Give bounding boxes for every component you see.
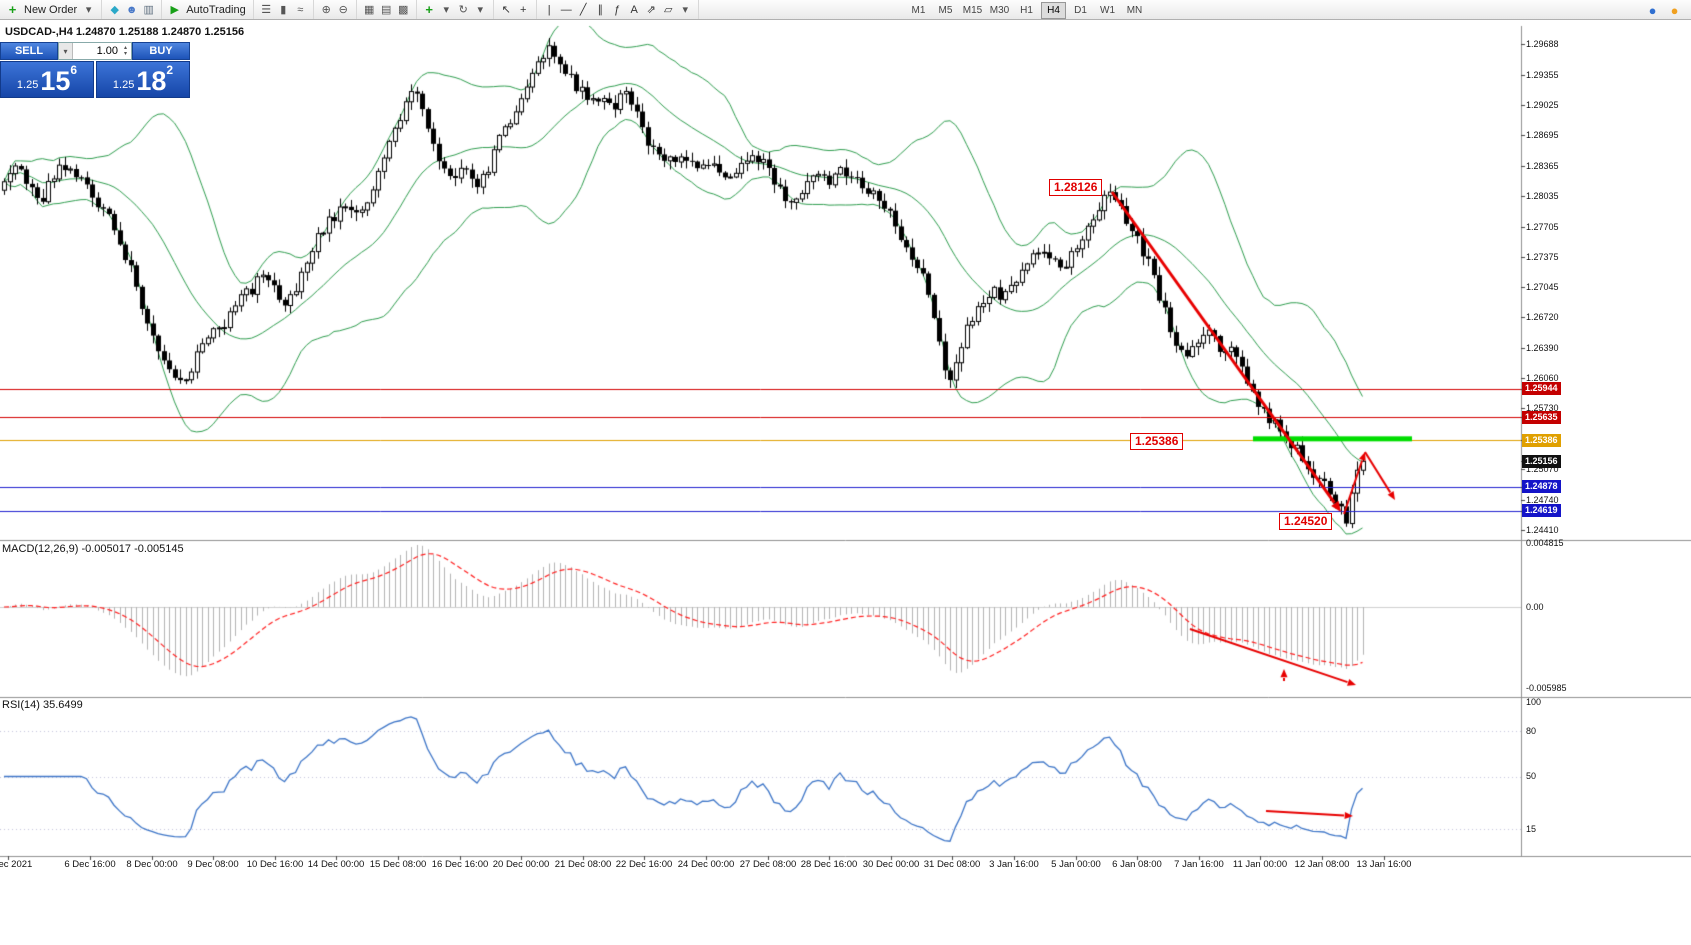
cursor-icon[interactable]: ↖ xyxy=(501,4,511,16)
charts-icon[interactable]: ▥ xyxy=(143,4,154,16)
toolbar-group: + New Order ▾ xyxy=(0,0,103,19)
volume-stepper[interactable]: ▴ ▾ xyxy=(120,45,131,57)
equidistant-channel-icon[interactable]: ∥ xyxy=(597,4,603,16)
indicators-dropdown-icon[interactable]: ▾ xyxy=(443,4,449,16)
bar-chart-icon[interactable]: ☰ xyxy=(261,4,272,16)
tile-windows-icon[interactable]: ▦ xyxy=(364,4,375,16)
sell-price-button[interactable]: 1.25 15 6 xyxy=(0,61,94,98)
sell-price-big: 15 xyxy=(40,66,71,96)
timeframe-button-D1[interactable]: D1 xyxy=(1074,4,1087,16)
sell-price-sup: 6 xyxy=(70,63,78,77)
fibonacci-icon[interactable]: ƒ xyxy=(614,3,621,16)
toolbar-group: ☰ ▮ ≈ xyxy=(254,0,314,19)
toolbar-group: ▦ ▤ ▩ xyxy=(357,0,417,19)
horizontal-line-icon[interactable]: — xyxy=(560,3,572,16)
vertical-line-icon[interactable]: | xyxy=(547,3,551,16)
buy-button[interactable]: BUY xyxy=(132,42,190,60)
trendline-icon[interactable]: ╱ xyxy=(579,4,587,16)
stepper-up-icon[interactable]: ▴ xyxy=(123,45,127,51)
sell-button[interactable]: SELL xyxy=(0,42,58,60)
cycles-icon[interactable]: ↻ xyxy=(458,4,468,16)
timeframe-button-H1[interactable]: H1 xyxy=(1020,4,1033,16)
autotrading-icon[interactable]: ▶ xyxy=(170,4,179,16)
autotrading-button[interactable]: AutoTrading xyxy=(186,3,246,16)
arrows-icon[interactable]: ⇗ xyxy=(646,4,656,16)
toolbar-group: ↖ + xyxy=(494,0,537,19)
community-icon[interactable]: ● xyxy=(1648,2,1657,18)
buy-price-button[interactable]: 1.25 18 2 xyxy=(96,61,190,98)
toolbar-group: + ▾ ↻ ▾ xyxy=(417,0,494,19)
timeframe-button-M30[interactable]: M30 xyxy=(989,4,1010,16)
objects-dropdown-icon[interactable]: ▾ xyxy=(682,4,688,16)
sell-price-base: 1.25 xyxy=(16,79,39,91)
chart-plus-icon[interactable]: + xyxy=(8,2,17,17)
toolbar-group: ▶ AutoTrading xyxy=(162,0,254,19)
buy-price-big: 18 xyxy=(136,66,167,96)
stepper-down-icon[interactable]: ▾ xyxy=(123,51,127,57)
buy-price-base: 1.25 xyxy=(112,79,135,91)
volume-field[interactable]: ▾ 1.00 ▴ ▾ xyxy=(58,42,132,60)
timeframe-button-H4[interactable]: H4 xyxy=(1041,1,1066,19)
timeframe-button-M15[interactable]: M15 xyxy=(962,4,983,16)
timeframe-toolbar: M1 M5 M15 M30 H1 H4 D1 W1 MN xyxy=(905,0,1148,20)
buy-price-sup: 2 xyxy=(166,63,174,77)
indicators-add-icon[interactable]: + xyxy=(425,2,434,17)
toolbar-group: | — ╱ ∥ ƒ A ⇗ ▱ ▾ xyxy=(537,0,699,19)
cycles-dropdown-icon[interactable]: ▾ xyxy=(477,4,483,16)
one-click-trading-panel: SELL ▾ 1.00 ▴ ▾ BUY 1.25 15 6 1.25 18 2 xyxy=(0,42,190,98)
crosshair-icon[interactable]: + xyxy=(520,3,527,16)
timeframe-button-W1[interactable]: W1 xyxy=(1100,4,1115,16)
volume-value[interactable]: 1.00 xyxy=(96,45,118,57)
grid-icon[interactable]: ▩ xyxy=(398,4,409,16)
gem-icon[interactable]: ◆ xyxy=(110,4,119,16)
toolbar-group: ◆ ☻ ▥ xyxy=(102,0,163,19)
zoom-out-icon[interactable]: ⊖ xyxy=(338,4,348,16)
toolbar-left-groups: + New Order ▾ ◆ ☻ ▥ ▶ AutoTrading ☰ ▮ ≈ ⊕ ⊖ ▦ ▤ ▩ + ▾ ↻ ▾ ↖ +… xyxy=(0,0,699,19)
volume-dropdown-icon[interactable]: ▾ xyxy=(59,43,73,59)
alerts-icon[interactable]: ● xyxy=(1670,2,1679,18)
auto-arrange-icon[interactable]: ▤ xyxy=(381,4,392,16)
shapes-icon[interactable]: ▱ xyxy=(663,4,673,16)
timeframe-button-M5[interactable]: M5 xyxy=(938,4,953,16)
toolbar: + New Order ▾ ◆ ☻ ▥ ▶ AutoTrading ☰ ▮ ≈ ⊕ ⊖ ▦ ▤ ▩ + ▾ ↻ ▾ ↖ +… xyxy=(0,0,1691,20)
zoom-in-icon[interactable]: ⊕ xyxy=(321,4,331,16)
line-chart-icon[interactable]: ≈ xyxy=(297,3,304,16)
new-order-button[interactable]: New Order xyxy=(24,3,78,16)
toolbar-group: ⊕ ⊖ xyxy=(314,0,357,19)
timeframe-button-M1[interactable]: M1 xyxy=(911,4,926,16)
candlestick-icon[interactable]: ▮ xyxy=(280,4,287,16)
new-order-dropdown-icon[interactable]: ▾ xyxy=(85,4,92,16)
toolbar-right-icons: ● ● xyxy=(1644,0,1683,20)
profiles-icon[interactable]: ☻ xyxy=(125,3,138,16)
text-icon[interactable]: A xyxy=(630,3,638,16)
timeframe-button-MN[interactable]: MN xyxy=(1126,4,1143,16)
